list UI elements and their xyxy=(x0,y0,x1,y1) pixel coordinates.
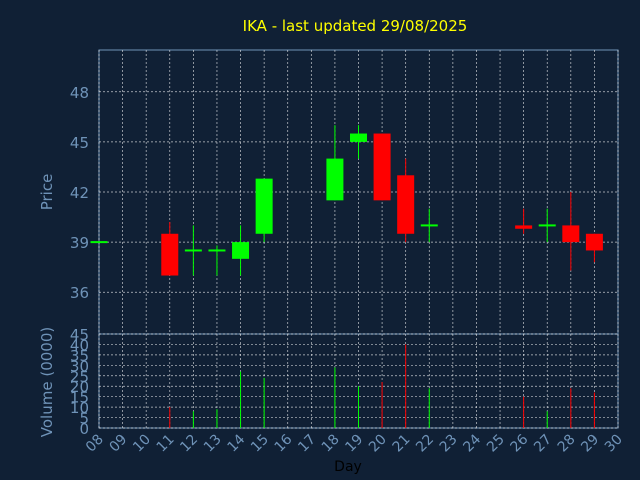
volume-tick-label: 25 xyxy=(70,368,89,386)
day-tick-label: 15 xyxy=(248,432,272,456)
candle-body xyxy=(232,242,250,259)
day-tick-label: 22 xyxy=(413,432,437,456)
day-tick-label: 14 xyxy=(224,431,248,455)
volume-axis-label: Volume (0000) xyxy=(38,327,56,437)
volume-tick-label: 15 xyxy=(70,389,89,407)
day-tick-label: 27 xyxy=(531,432,555,456)
price-grid xyxy=(98,50,619,334)
day-tick-label: 29 xyxy=(578,432,602,456)
volume-grid xyxy=(98,333,619,429)
volume-tick-label: 20 xyxy=(70,378,89,396)
candle-body xyxy=(420,224,438,227)
volume-tick-label: 30 xyxy=(70,357,89,375)
day-tick-label: 10 xyxy=(130,432,154,456)
candle-body xyxy=(161,233,179,276)
candle-body xyxy=(184,249,202,252)
price-tick-label: 36 xyxy=(70,284,89,302)
price-tick-label: 39 xyxy=(70,234,89,252)
x-axis-label: Day xyxy=(334,459,362,475)
volume-tick-label: 45 xyxy=(70,326,89,344)
day-tick-label: 24 xyxy=(460,431,484,455)
price-tick-label: 42 xyxy=(70,184,89,202)
candle-body xyxy=(90,241,108,244)
candle-body xyxy=(515,225,533,229)
candle-body xyxy=(397,175,415,234)
candle-body xyxy=(585,233,603,251)
volume-tick-label: 40 xyxy=(70,336,89,354)
candle-body xyxy=(255,178,273,234)
day-tick-label: 13 xyxy=(201,432,225,456)
day-tick-label: 12 xyxy=(177,432,201,456)
price-axis-label: Price xyxy=(38,174,56,211)
day-tick-labels: 08 09 10 11 12 13 14 15 16 17 18 19 20 21 22 23 24 25 26 27… xyxy=(83,431,626,455)
candle-body xyxy=(326,158,344,201)
day-tick-label: 30 xyxy=(602,432,626,456)
day-tick-label: 19 xyxy=(342,432,366,456)
day-tick-label: 23 xyxy=(437,432,461,456)
volume-tick-label: 0 xyxy=(79,420,89,438)
chart-title: IKA - last updated 29/08/2025 xyxy=(243,17,468,35)
candle-body xyxy=(538,224,556,227)
price-tick-labels: 36 39 42 45 48 xyxy=(70,84,89,302)
volume-tick-label: 35 xyxy=(70,347,89,365)
day-tick-label: 09 xyxy=(106,432,130,456)
day-tick-label: 11 xyxy=(154,432,178,456)
day-tick-label: 26 xyxy=(508,431,532,455)
candle-body xyxy=(208,249,226,252)
day-tick-label: 16 xyxy=(272,431,296,455)
day-tick-label: 18 xyxy=(319,432,343,456)
day-tick-label: 17 xyxy=(295,432,319,456)
candle-body xyxy=(350,133,367,142)
volume-bars xyxy=(169,344,595,428)
volume-tick-label: 10 xyxy=(70,399,89,417)
volume-tick-label: 5 xyxy=(79,410,89,428)
day-tick-label: 28 xyxy=(555,432,579,456)
day-tick-label: 21 xyxy=(390,432,414,456)
candlesticks xyxy=(90,125,603,276)
price-tick-label: 48 xyxy=(70,84,89,102)
day-tick-label: 25 xyxy=(484,432,508,456)
price-tick-label: 45 xyxy=(70,134,89,152)
day-tick-label: 20 xyxy=(366,432,390,456)
candle-body xyxy=(562,225,580,243)
candle-body xyxy=(373,133,391,201)
